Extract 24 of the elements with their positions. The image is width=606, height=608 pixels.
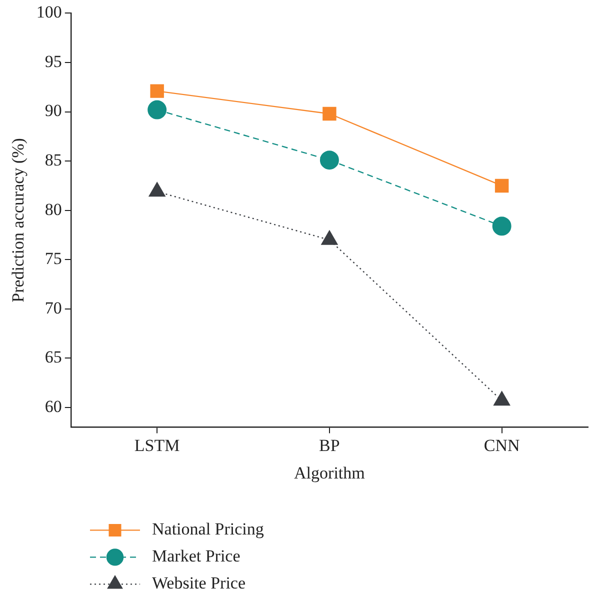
y-tick-label: 70 (44, 298, 62, 318)
y-tick-label: 65 (44, 348, 62, 367)
legend-label: Website Price (152, 574, 246, 593)
y-tick-label: 75 (44, 249, 62, 268)
point (148, 100, 167, 120)
y-tick-label: 95 (44, 52, 62, 71)
y-axis-title: Prediction accuracy (%) (8, 138, 28, 302)
y-tick-label: 85 (44, 150, 62, 170)
x-tick-label: LSTM (134, 436, 180, 455)
legend-label: National Pricing (152, 520, 264, 539)
point (150, 84, 164, 98)
y-tick-label: 60 (44, 396, 62, 416)
y-tick-label: 90 (44, 101, 62, 120)
x-tick-label: CNN (484, 436, 520, 455)
point (322, 106, 336, 121)
y-tick-label: 80 (44, 200, 62, 219)
point (320, 150, 339, 170)
point (492, 216, 512, 236)
point (494, 391, 510, 406)
y-tick-label: 100 (36, 2, 62, 22)
x-tick-label: BP (319, 436, 340, 455)
legend-label: Market Price (152, 546, 240, 566)
point (494, 178, 509, 193)
x-axis-title: Algorithm (294, 463, 365, 482)
